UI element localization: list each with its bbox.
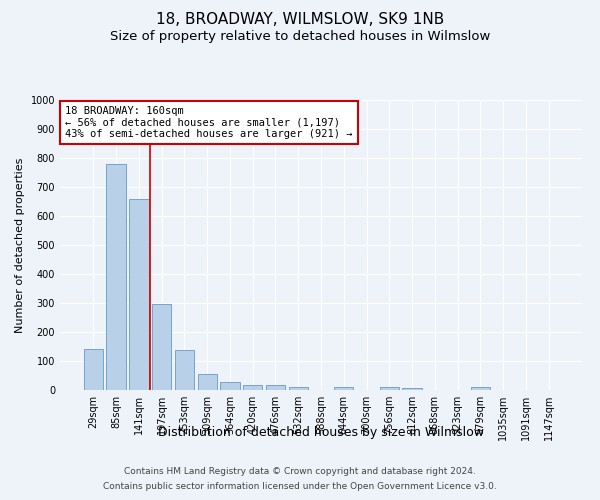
Text: 18, BROADWAY, WILMSLOW, SK9 1NB: 18, BROADWAY, WILMSLOW, SK9 1NB bbox=[156, 12, 444, 28]
Y-axis label: Number of detached properties: Number of detached properties bbox=[15, 158, 25, 332]
Bar bbox=[106, 164, 126, 390]
Bar bbox=[220, 382, 239, 390]
Bar bbox=[470, 386, 490, 390]
Text: Contains public sector information licensed under the Open Government Licence v3: Contains public sector information licen… bbox=[103, 482, 497, 491]
Bar bbox=[84, 350, 103, 390]
Text: 18 BROADWAY: 160sqm
← 56% of detached houses are smaller (1,197)
43% of semi-det: 18 BROADWAY: 160sqm ← 56% of detached ho… bbox=[65, 106, 353, 139]
Bar bbox=[403, 388, 422, 390]
Bar bbox=[289, 386, 308, 390]
Bar bbox=[129, 200, 149, 390]
Bar bbox=[266, 385, 285, 390]
Text: Distribution of detached houses by size in Wilmslow: Distribution of detached houses by size … bbox=[158, 426, 484, 439]
Bar bbox=[197, 374, 217, 390]
Text: Contains HM Land Registry data © Crown copyright and database right 2024.: Contains HM Land Registry data © Crown c… bbox=[124, 467, 476, 476]
Bar bbox=[243, 385, 262, 390]
Bar bbox=[175, 350, 194, 390]
Text: Size of property relative to detached houses in Wilmslow: Size of property relative to detached ho… bbox=[110, 30, 490, 43]
Bar bbox=[334, 387, 353, 390]
Bar bbox=[152, 304, 172, 390]
Bar bbox=[380, 386, 399, 390]
